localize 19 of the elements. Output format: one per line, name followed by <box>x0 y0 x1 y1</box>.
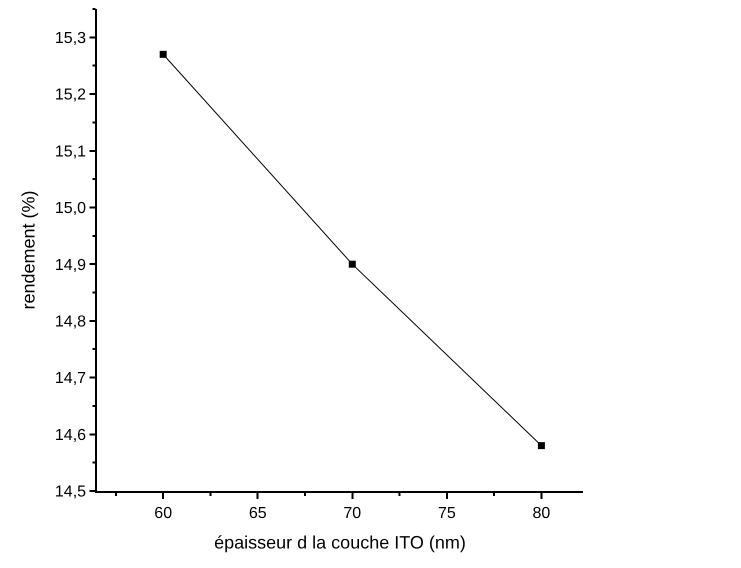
y-tick-label: 15,2 <box>54 86 86 104</box>
y-tick-label: 15,3 <box>54 30 86 47</box>
y-tick-label: 15,1 <box>54 143 86 160</box>
x-tick-label: 65 <box>248 504 267 522</box>
x-tick-label: 70 <box>343 504 362 522</box>
x-tick-label: 60 <box>154 504 172 522</box>
y-tick-label: 14,7 <box>54 370 86 388</box>
x-axis-title: épaisseur d la couche ITO (nm) <box>214 532 466 553</box>
point <box>160 50 167 58</box>
y-tick-label: 14,9 <box>54 256 86 274</box>
y-tick-label: 14,5 <box>54 484 86 501</box>
y-axis-title: rendement (%) <box>18 190 39 310</box>
x-tick-label: 75 <box>438 504 456 522</box>
y-tick-label: 15,0 <box>54 200 86 218</box>
x-tick-label: 80 <box>532 504 550 522</box>
y-tick-label: 14,6 <box>54 426 86 444</box>
point <box>348 260 356 268</box>
y-tick-label: 14,8 <box>54 313 86 330</box>
point <box>538 442 545 450</box>
